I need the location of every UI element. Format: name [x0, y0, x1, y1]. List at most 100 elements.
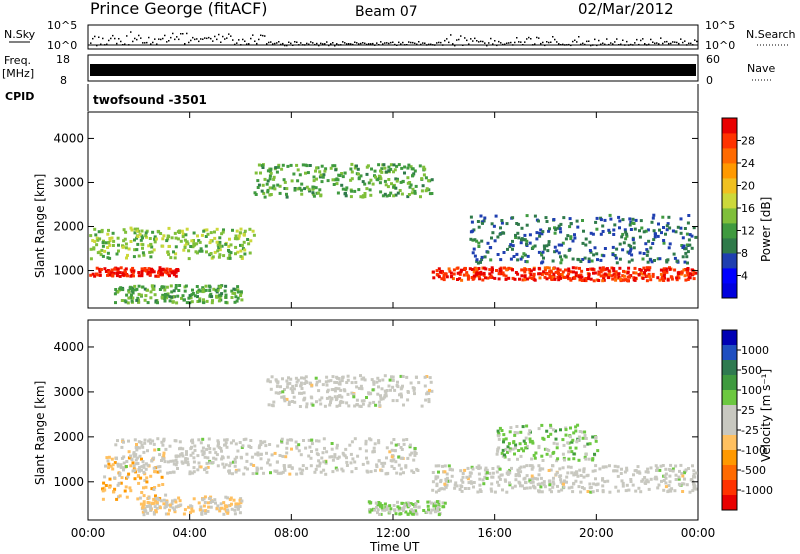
power-cell — [182, 298, 186, 302]
nsky-point — [272, 43, 274, 45]
power-cell — [261, 166, 265, 169]
velocity-cell — [226, 510, 230, 514]
velocity-cell — [376, 503, 380, 507]
velocity-cell — [682, 482, 686, 486]
velocity-cell — [191, 441, 195, 445]
velocity-cell — [143, 508, 147, 512]
freq-unit: [MHz] — [2, 67, 34, 80]
velocity-cell — [441, 501, 445, 505]
power-cell — [571, 257, 575, 261]
power-cell — [319, 193, 323, 197]
velocity-cell — [325, 396, 329, 400]
velocity-cell — [445, 472, 449, 476]
velocity-cell — [185, 450, 188, 454]
power-cell — [577, 275, 581, 279]
velocity-cell — [390, 448, 394, 452]
velocity-cell — [273, 451, 277, 455]
power-cell — [148, 272, 152, 276]
power-cell — [165, 239, 169, 243]
velocity-cell — [178, 499, 182, 503]
power-cell — [489, 246, 493, 250]
power-cell — [512, 255, 516, 258]
nsky-point — [382, 43, 384, 45]
power-cell — [125, 293, 129, 297]
velocity-cell — [301, 468, 305, 472]
power-cell — [246, 238, 250, 241]
power-cell — [170, 236, 174, 240]
power-cell — [448, 269, 452, 273]
power-cell — [387, 169, 391, 173]
power-cell — [175, 268, 179, 271]
velocity-cell — [190, 509, 194, 513]
power-cell — [559, 261, 563, 265]
power-cell — [475, 269, 479, 273]
nsky-point — [454, 44, 456, 47]
velocity-cell — [548, 479, 552, 483]
power-cell — [174, 245, 178, 249]
power-cell — [234, 234, 238, 238]
power-cell — [234, 295, 238, 299]
velocity-cell — [402, 471, 405, 475]
power-cell — [96, 251, 100, 255]
velocity-cell — [677, 475, 681, 479]
velocity-cell — [302, 398, 306, 402]
power-cell — [438, 270, 442, 274]
velocity-cell — [649, 477, 653, 481]
power-cell — [150, 284, 154, 288]
power-cell — [681, 246, 685, 249]
power-cell — [227, 250, 231, 254]
velocity-cell — [435, 484, 439, 488]
power-cell — [653, 259, 656, 262]
colorbar-swatch — [722, 345, 737, 361]
velocity-cell — [221, 462, 225, 466]
velocity-cell — [190, 507, 194, 511]
power-cell — [168, 274, 171, 278]
power-cell — [180, 229, 184, 233]
velocity-cell — [411, 512, 415, 516]
velocity-cell — [206, 509, 210, 513]
power-cell — [603, 218, 607, 222]
power-cell — [598, 266, 602, 270]
velocity-cell — [470, 481, 474, 485]
power-cell — [191, 288, 194, 292]
velocity-cell — [245, 452, 249, 456]
power-cell — [645, 274, 649, 278]
velocity-cell — [241, 444, 245, 448]
velocity-cell — [314, 376, 318, 380]
power-cell — [427, 179, 431, 183]
velocity-cell — [236, 502, 240, 506]
power-cell — [498, 232, 502, 236]
power-cell — [493, 239, 497, 243]
power-cell — [181, 235, 185, 239]
velocity-cell — [232, 498, 236, 502]
power-cell — [477, 241, 481, 245]
velocity-cell — [508, 481, 511, 485]
velocity-cell — [399, 446, 403, 449]
nsky-point — [130, 31, 132, 33]
velocity-cell — [173, 508, 176, 512]
power-cell — [173, 231, 177, 235]
power-cell — [272, 184, 276, 188]
nsky-point — [230, 35, 232, 37]
velocity-cell — [175, 460, 179, 464]
power-cell — [268, 177, 272, 181]
velocity-cell — [531, 441, 535, 445]
power-cell — [557, 272, 560, 275]
power-cell — [136, 296, 140, 300]
velocity-cell — [562, 443, 566, 447]
velocity-cell — [395, 471, 399, 475]
velocity-cell — [423, 384, 427, 388]
velocity-cell — [260, 441, 264, 445]
velocity-cell — [152, 488, 156, 491]
velocity-cell — [406, 390, 410, 393]
velocity-cell — [443, 464, 447, 468]
power-cell — [483, 216, 487, 220]
velocity-cell — [174, 500, 178, 504]
velocity-cell — [331, 458, 335, 462]
power-cell — [618, 219, 622, 223]
velocity-cell — [270, 375, 274, 379]
power-cell — [518, 277, 521, 281]
velocity-cell — [144, 462, 148, 466]
velocity-cell — [522, 449, 525, 453]
velocity-cell — [344, 447, 348, 451]
